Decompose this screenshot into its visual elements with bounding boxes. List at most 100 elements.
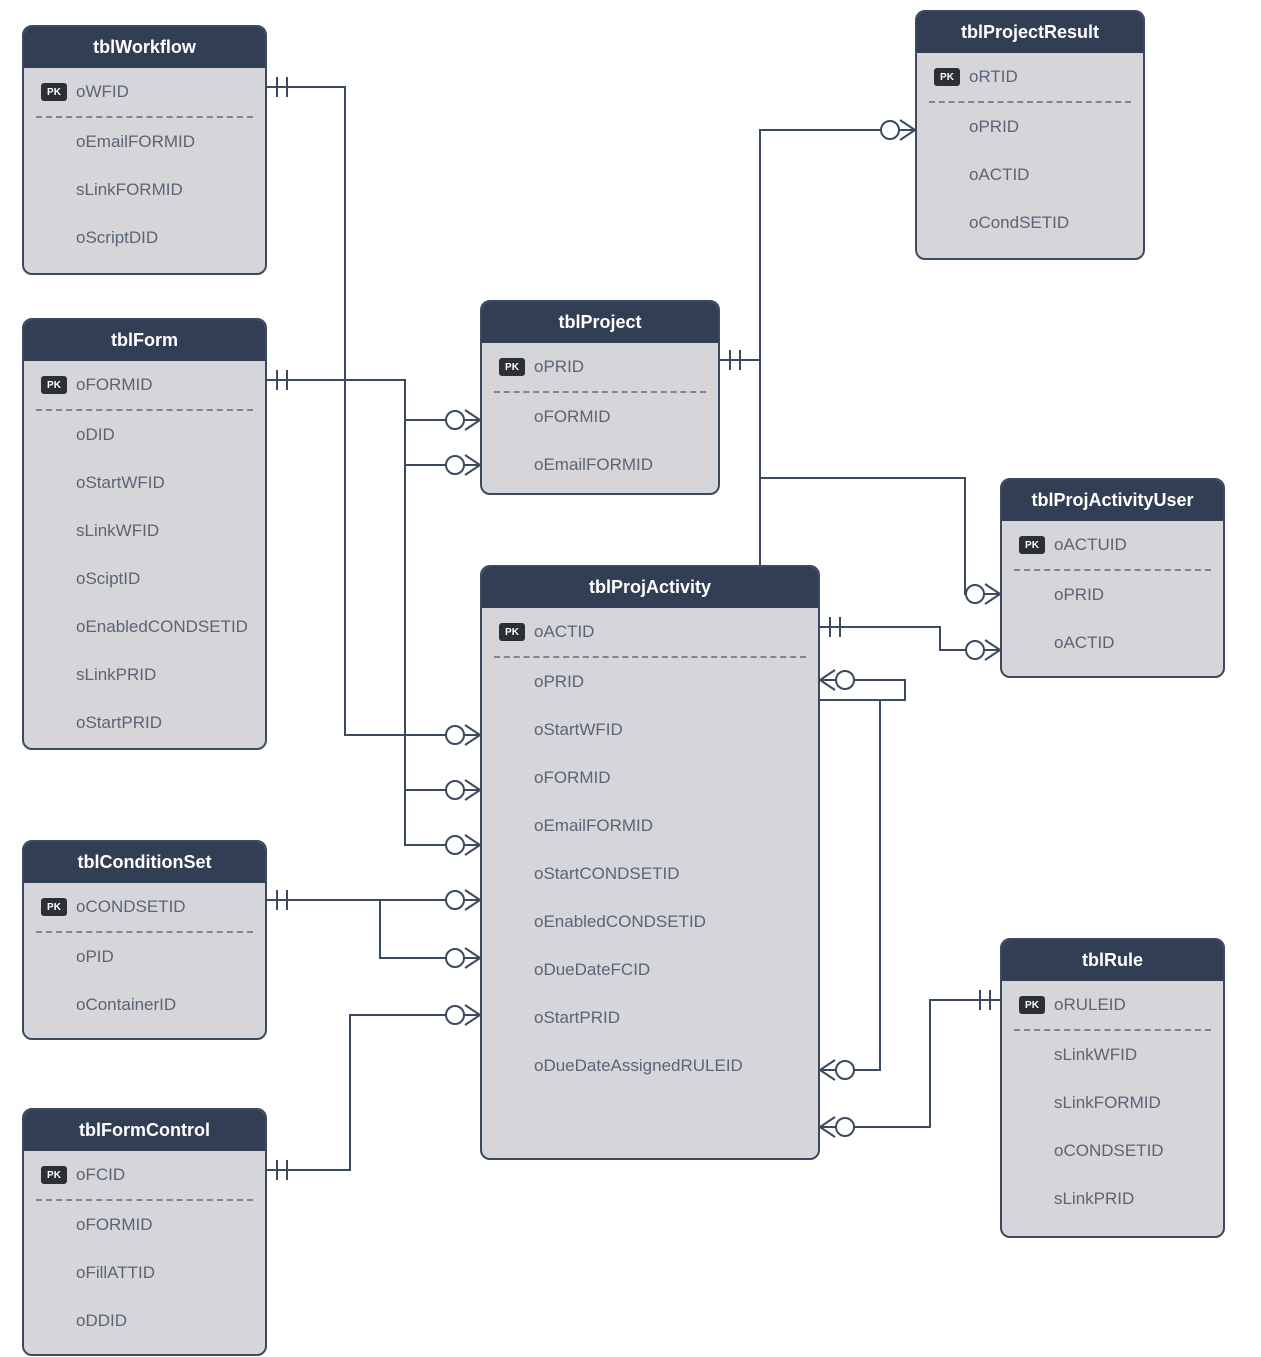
pk-cell: PK [36, 376, 72, 394]
entity-tblproject: tblProjectPKoPRIDoFORMIDoEmailFORMID [480, 300, 720, 495]
field-label: oContainerID [72, 995, 253, 1015]
field: oEnabledCONDSETID [482, 898, 818, 946]
field-label: oRULEID [1050, 995, 1211, 1015]
pk-badge-icon: PK [41, 898, 67, 916]
pk-badge-icon: PK [41, 1166, 67, 1184]
field: oDID [24, 411, 265, 459]
entity-header: tblRule [1002, 940, 1223, 981]
pk-cell: PK [494, 358, 530, 376]
entity-body: PKoRULEIDsLinkWFIDsLinkFORMIDoCONDSETIDs… [1002, 981, 1223, 1223]
field: oStartWFID [482, 706, 818, 754]
entity-header: tblWorkflow [24, 27, 265, 68]
field-label: oFillATTID [72, 1263, 253, 1283]
field-label: oStartWFID [72, 473, 253, 493]
field-label: oPRID [1050, 585, 1211, 605]
field-label: oEmailFORMID [72, 132, 253, 152]
field: oACTID [1002, 619, 1223, 667]
entity-body: PKoCONDSETID oPID oContainerID [24, 883, 265, 1029]
entity-body: PK oACTID oPRID oStartWFID oFORMID oEmailFORM… [482, 608, 818, 1090]
field-label: oACTID [530, 622, 806, 642]
field: oPID [24, 933, 265, 981]
field: oSciptID [24, 555, 265, 603]
field: oScriptDID [24, 214, 265, 262]
pk-field: PK oACTID [482, 608, 818, 656]
field: oDueDateAssignedRULEID [482, 1042, 818, 1090]
pk-badge-icon: PK [934, 68, 960, 86]
field: oEmailFORMID [24, 118, 265, 166]
entity-body: PKoRTIDoPRIDoACTIDoCondSETID [917, 53, 1143, 247]
pk-field: PKoRULEID [1002, 981, 1223, 1029]
entity-tblprojactivityuser: tblProjActivityUserPKoACTUIDoPRIDoACTID [1000, 478, 1225, 678]
field: oEnabledCONDSETID [24, 603, 265, 651]
pk-cell: PK [36, 898, 72, 916]
field: oFORMID [24, 1201, 265, 1249]
field-label: oStartCONDSETID [530, 864, 806, 884]
field-label: oEnabledCONDSETID [72, 617, 253, 637]
field-label: oDueDateAssignedRULEID [530, 1056, 806, 1076]
pk-field: PKoCONDSETID [24, 883, 265, 931]
pk-field: PK oFORMID [24, 361, 265, 409]
field-label: oPRID [530, 357, 706, 377]
field-label: oEmailFORMID [530, 455, 706, 475]
entity-tblformcontrol: tblFormControlPKoFCIDoFORMIDoFillATTIDoD… [22, 1108, 267, 1356]
pk-cell: PK [36, 83, 72, 101]
entity-tblprojectresult: tblProjectResultPKoRTIDoPRIDoACTIDoCondS… [915, 10, 1145, 260]
entity-tblform: tblForm PK oFORMID oDID oStartWFID sLinkWFID o… [22, 318, 267, 750]
field: oStartPRID [482, 994, 818, 1042]
field: oStartWFID [24, 459, 265, 507]
field-label: oFORMID [72, 375, 253, 395]
entity-tblworkflow: tblWorkflowPKoWFIDoEmailFORMIDsLinkFORMI… [22, 25, 267, 275]
entity-body: PKoACTUIDoPRIDoACTID [1002, 521, 1223, 667]
pk-badge-icon: PK [499, 358, 525, 376]
entity-body: PKoPRIDoFORMIDoEmailFORMID [482, 343, 718, 489]
field-label: oSciptID [72, 569, 253, 589]
field: sLinkPRID [1002, 1175, 1223, 1223]
entity-header: tblFormControl [24, 1110, 265, 1151]
entity-tblprojactivity: tblProjActivityPKoACTIDoPRIDoStartWFIDoF… [480, 565, 820, 1160]
field-label: sLinkPRID [72, 665, 253, 685]
pk-field: PK oPRID [482, 343, 718, 391]
field-label: oDueDateFCID [530, 960, 806, 980]
field: oEmailFORMID [482, 802, 818, 850]
pk-badge-icon: PK [499, 623, 525, 641]
field: oACTID [917, 151, 1143, 199]
field-label: oStartPRID [72, 713, 253, 733]
field-label: oPRID [965, 117, 1131, 137]
field: oFillATTID [24, 1249, 265, 1297]
field-label: oStartWFID [530, 720, 806, 740]
entity-body: PKoFCIDoFORMIDoFillATTIDoDDID [24, 1151, 265, 1345]
pk-cell: PK [1014, 996, 1050, 1014]
field: oEmailFORMID [482, 441, 718, 489]
pk-badge-icon: PK [41, 83, 67, 101]
field: sLinkPRID [24, 651, 265, 699]
pk-badge-icon: PK [41, 376, 67, 394]
field-label: oEnabledCONDSETID [530, 912, 806, 932]
erd-canvas: { "diagram": { "type": "erd", "backgroun… [0, 0, 1261, 1357]
field-label: sLinkFORMID [1050, 1093, 1211, 1113]
pk-cell: PK [929, 68, 965, 86]
entity-body: PKoWFIDoEmailFORMIDsLinkFORMIDoScriptDID [24, 68, 265, 262]
field-label: oStartPRID [530, 1008, 806, 1028]
field-label: sLinkPRID [1050, 1189, 1211, 1209]
field-label: oACTID [1050, 633, 1211, 653]
entity-header: tblProject [482, 302, 718, 343]
entity-tblrule: tblRulePKoRULEIDsLinkWFIDsLinkFORMIDoCON… [1000, 938, 1225, 1238]
field-label: oScriptDID [72, 228, 253, 248]
field-label: sLinkWFID [72, 521, 253, 541]
pk-cell: PK [494, 623, 530, 641]
field: oFORMID [482, 754, 818, 802]
field-label: sLinkFORMID [72, 180, 253, 200]
field: sLinkWFID [1002, 1031, 1223, 1079]
field: oPRID [917, 103, 1143, 151]
pk-cell: PK [36, 1166, 72, 1184]
field-label: oDID [72, 425, 253, 445]
field-label: oFORMID [530, 768, 806, 788]
field-label: oPRID [530, 672, 806, 692]
entity-header: tblProjActivityUser [1002, 480, 1223, 521]
entity-header: tblForm [24, 320, 265, 361]
entity-header: tblProjectResult [917, 12, 1143, 53]
field-label: oPID [72, 947, 253, 967]
field: sLinkFORMID [1002, 1079, 1223, 1127]
field: oContainerID [24, 981, 265, 1029]
field-label: oCONDSETID [1050, 1141, 1211, 1161]
